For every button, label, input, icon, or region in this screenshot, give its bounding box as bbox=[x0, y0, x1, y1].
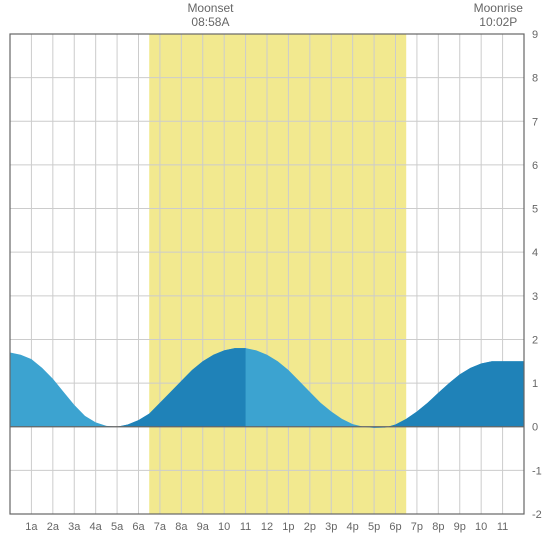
y-tick-label: 3 bbox=[532, 291, 538, 303]
x-tick-label: 3a bbox=[68, 521, 81, 533]
x-tick-label: 3p bbox=[325, 521, 337, 533]
y-tick-label: 9 bbox=[532, 29, 538, 41]
y-tick-label: 2 bbox=[532, 334, 538, 346]
x-tick-label: 8a bbox=[175, 521, 188, 533]
x-tick-label: 9p bbox=[454, 521, 466, 533]
x-tick-label: 10 bbox=[475, 521, 487, 533]
moonrise-time: 10:02P bbox=[479, 15, 517, 29]
y-tick-label: 1 bbox=[532, 378, 538, 390]
y-tick-label: 4 bbox=[532, 247, 538, 259]
x-tick-label: 2p bbox=[304, 521, 316, 533]
daylight-band bbox=[149, 34, 406, 514]
y-tick-label: -1 bbox=[532, 465, 542, 477]
x-tick-label: 12 bbox=[261, 521, 273, 533]
y-tick-label: -2 bbox=[532, 509, 542, 521]
y-tick-label: 5 bbox=[532, 204, 538, 216]
x-tick-label: 2a bbox=[47, 521, 60, 533]
x-tick-label: 10 bbox=[218, 521, 230, 533]
y-tick-label: 6 bbox=[532, 160, 538, 172]
x-tick-label: 9a bbox=[197, 521, 210, 533]
x-tick-label: 1p bbox=[282, 521, 294, 533]
moonrise-label: Moonrise bbox=[474, 1, 524, 15]
x-tick-label: 1a bbox=[25, 521, 38, 533]
x-tick-label: 11 bbox=[240, 521, 251, 533]
x-tick-label: 7p bbox=[411, 521, 423, 533]
x-tick-label: 5p bbox=[368, 521, 380, 533]
x-tick-label: 4a bbox=[90, 521, 103, 533]
tide-chart: -2-101234567891a2a3a4a5a6a7a8a9a1011121p… bbox=[0, 0, 550, 550]
x-tick-label: 11 bbox=[497, 521, 508, 533]
x-tick-label: 4p bbox=[347, 521, 359, 533]
x-tick-label: 6p bbox=[389, 521, 401, 533]
x-tick-label: 6a bbox=[132, 521, 145, 533]
y-tick-label: 7 bbox=[532, 116, 538, 128]
x-tick-label: 7a bbox=[154, 521, 167, 533]
moonset-time: 08:58A bbox=[191, 15, 229, 29]
x-tick-label: 5a bbox=[111, 521, 124, 533]
moonset-label: Moonset bbox=[187, 1, 234, 15]
y-tick-label: 8 bbox=[532, 73, 538, 85]
y-tick-label: 0 bbox=[532, 422, 538, 434]
tide-chart-container: -2-101234567891a2a3a4a5a6a7a8a9a1011121p… bbox=[0, 0, 550, 550]
x-tick-label: 8p bbox=[432, 521, 444, 533]
